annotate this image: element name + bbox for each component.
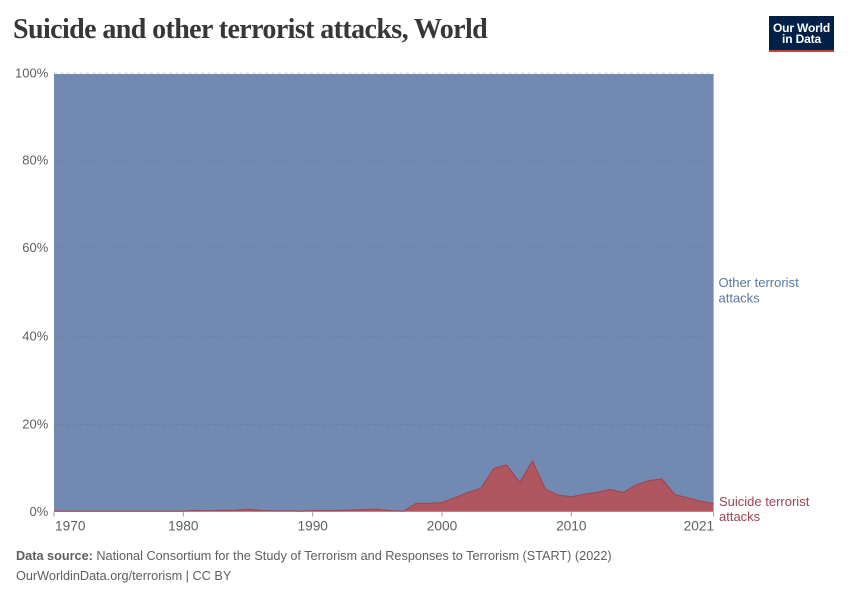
- svg-text:Other terrorist: Other terrorist: [719, 275, 800, 290]
- svg-text:100%: 100%: [15, 65, 49, 80]
- svg-text:2000: 2000: [427, 518, 458, 533]
- svg-text:40%: 40%: [22, 329, 48, 344]
- svg-text:attacks: attacks: [719, 509, 761, 524]
- svg-text:1990: 1990: [297, 518, 328, 533]
- svg-text:2021: 2021: [684, 518, 714, 533]
- svg-text:1980: 1980: [168, 518, 199, 533]
- svg-text:60%: 60%: [22, 240, 48, 255]
- svg-text:20%: 20%: [22, 417, 48, 432]
- svg-text:2010: 2010: [556, 518, 587, 533]
- svg-text:0%: 0%: [30, 504, 49, 519]
- svg-text:1970: 1970: [55, 518, 86, 533]
- svg-text:80%: 80%: [22, 152, 48, 167]
- svg-text:attacks: attacks: [719, 290, 761, 305]
- svg-text:Suicide terrorist: Suicide terrorist: [719, 494, 810, 509]
